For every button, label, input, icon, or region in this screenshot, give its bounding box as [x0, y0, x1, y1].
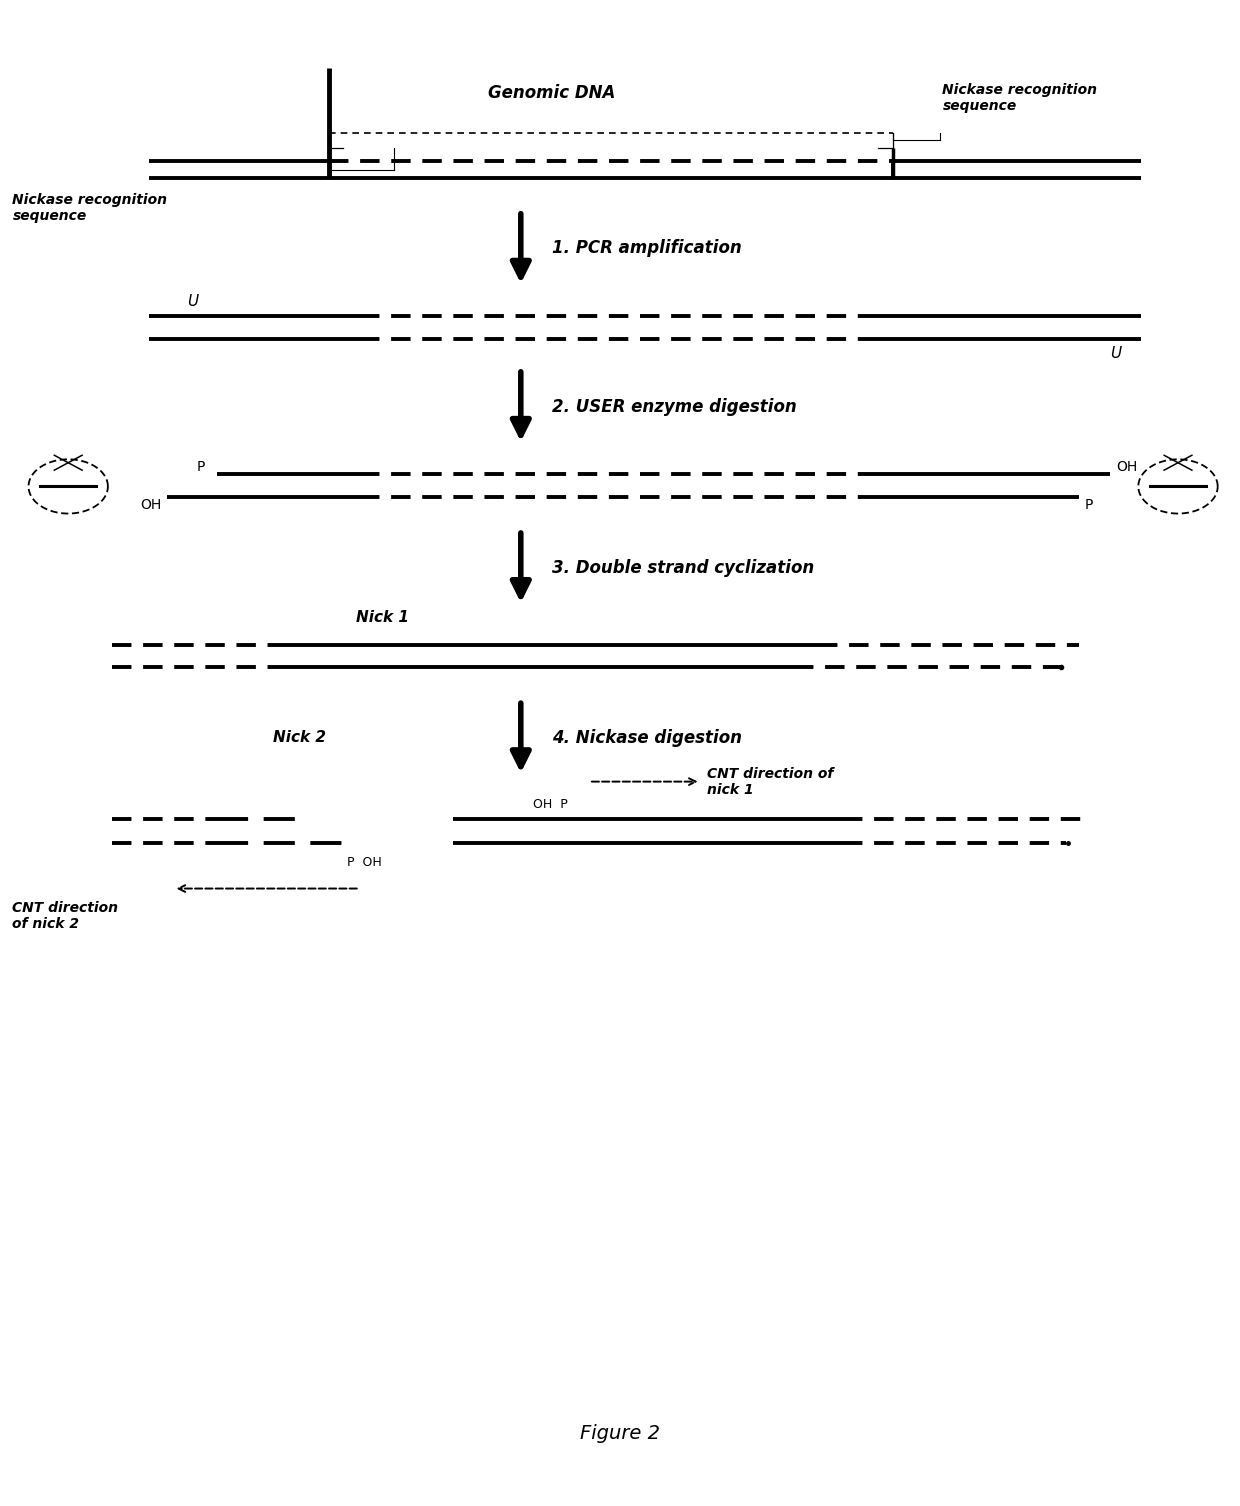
Text: P: P [1085, 497, 1094, 512]
Text: OH: OH [1116, 459, 1137, 474]
Text: P: P [196, 459, 205, 474]
Text: 2. USER enzyme digestion: 2. USER enzyme digestion [552, 398, 796, 416]
Text: 1. PCR amplification: 1. PCR amplification [552, 239, 742, 258]
Text: U: U [187, 294, 197, 309]
Text: Figure 2: Figure 2 [580, 1425, 660, 1443]
Text: P  OH: P OH [347, 857, 382, 869]
Text: Nickase recognition
sequence: Nickase recognition sequence [942, 83, 1097, 113]
Text: OH  P: OH P [533, 798, 568, 810]
Text: 3. Double strand cyclization: 3. Double strand cyclization [552, 559, 813, 577]
Text: U: U [1111, 346, 1121, 361]
Text: Nickase recognition
sequence: Nickase recognition sequence [12, 193, 167, 223]
Text: CNT direction
of nick 2: CNT direction of nick 2 [12, 901, 118, 931]
Text: 4. Nickase digestion: 4. Nickase digestion [552, 729, 742, 747]
Text: CNT direction of
nick 1: CNT direction of nick 1 [707, 767, 833, 797]
Text: OH: OH [140, 497, 161, 512]
Text: Nick 2: Nick 2 [273, 730, 326, 745]
Text: Genomic DNA: Genomic DNA [489, 84, 615, 102]
Text: Nick 1: Nick 1 [356, 610, 409, 625]
